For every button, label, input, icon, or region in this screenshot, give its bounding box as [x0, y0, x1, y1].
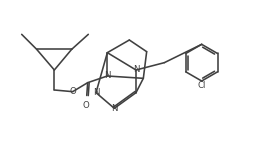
Text: N: N: [93, 88, 99, 97]
Text: N: N: [104, 71, 111, 81]
Text: O: O: [83, 102, 89, 111]
Text: Cl: Cl: [197, 81, 206, 90]
Text: N: N: [133, 66, 139, 74]
Text: N: N: [111, 104, 118, 113]
Text: O: O: [69, 87, 76, 96]
